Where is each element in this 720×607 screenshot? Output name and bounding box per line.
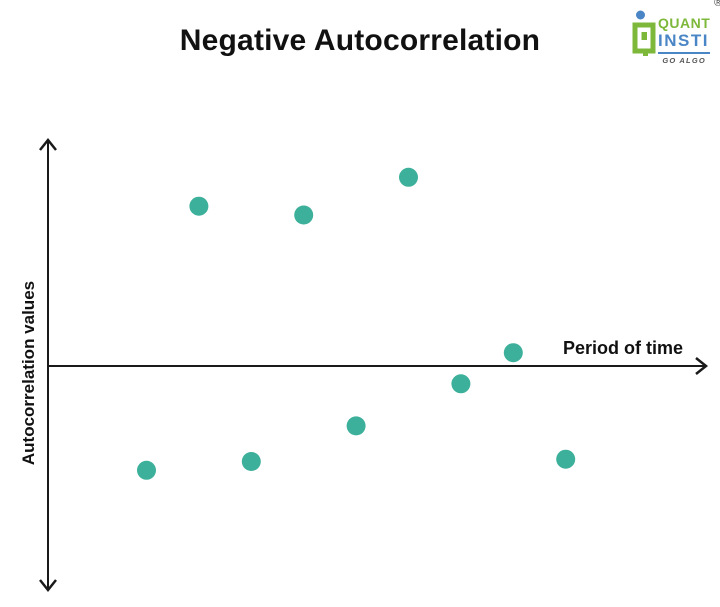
logo-text: QUANT ® INSTI GO ALGO xyxy=(658,0,720,65)
x-axis-right-arrow-icon xyxy=(695,357,709,375)
y-axis-up-arrow-icon xyxy=(39,137,57,151)
quantinsti-logo: QUANT ® INSTI GO ALGO xyxy=(632,0,720,74)
data-point xyxy=(503,343,523,363)
data-point xyxy=(451,374,471,394)
data-point xyxy=(137,460,156,480)
data-point xyxy=(294,205,314,225)
data-point xyxy=(189,196,209,216)
logo-tagline: GO ALGO xyxy=(662,56,706,65)
data-point xyxy=(399,167,418,187)
chart-title: Negative Autocorrelation xyxy=(179,24,541,57)
logo-dot-icon xyxy=(636,10,645,20)
logo-q-tail xyxy=(643,51,648,56)
logo-divider xyxy=(658,52,710,54)
quantinsti-logo-icon xyxy=(632,10,656,56)
data-point xyxy=(346,416,366,436)
x-axis-label: Period of time xyxy=(563,338,684,358)
logo-q-inner xyxy=(641,32,647,40)
logo-text-insti: INSTI xyxy=(658,31,709,50)
logo-text-quant: QUANT xyxy=(658,15,711,31)
data-point xyxy=(241,452,261,471)
data-point xyxy=(556,449,576,469)
registered-mark-icon: ® xyxy=(714,0,720,9)
y-axis-down-arrow-icon xyxy=(39,579,57,593)
data-points xyxy=(137,167,576,480)
y-axis-label: Autocorrelation values xyxy=(19,280,38,466)
